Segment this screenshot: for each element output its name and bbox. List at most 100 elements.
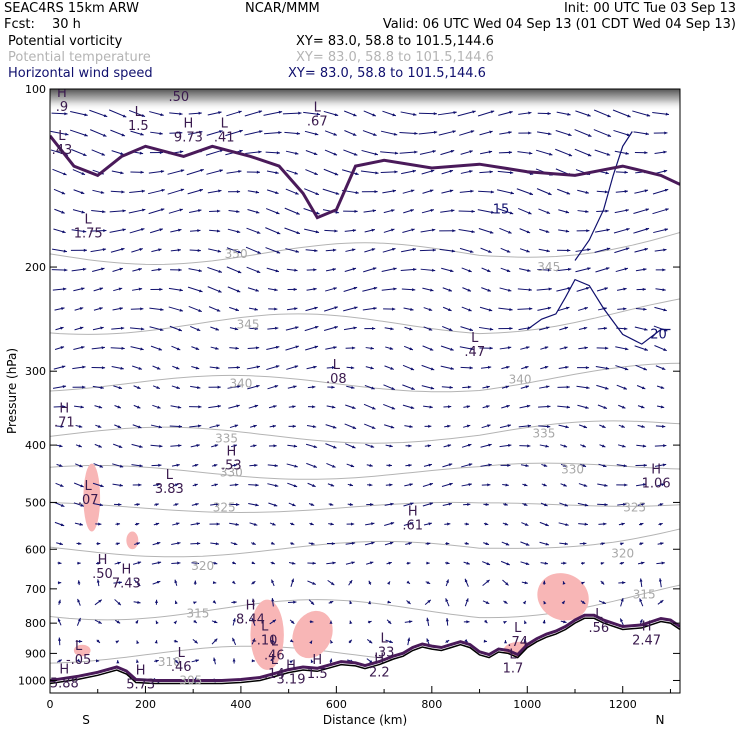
wind-vector-head [290, 541, 295, 545]
wind-vector-head [233, 444, 237, 448]
wind-vector-head [98, 620, 102, 624]
high-low-marker: L [509, 647, 517, 662]
wind-vector-head [371, 228, 375, 232]
wind-vector-head [389, 640, 393, 644]
wind-vectors [50, 109, 670, 684]
high-low-marker: L [58, 129, 66, 144]
wind-vector-head [251, 617, 255, 622]
wind-vector-head [116, 620, 121, 624]
wind-vector-head [430, 367, 435, 371]
wind-vector-head [57, 581, 62, 585]
wind-vector-head [200, 168, 204, 172]
wind-vector-head [414, 150, 418, 154]
wind-vector-head [292, 424, 296, 428]
theta-contour-line [50, 528, 680, 558]
wind-vector-head [79, 522, 83, 526]
field-xy-wind: XY= 83.0, 58.8 to 101.5,144.6 [288, 66, 486, 81]
wind-vector-head [603, 522, 607, 526]
wind-vector-head [314, 249, 318, 253]
wind-vector-head [61, 307, 65, 311]
wind-vector-head [313, 464, 317, 468]
wind-vector-head [660, 405, 665, 409]
wind-vector-head [467, 443, 472, 447]
wind-vector-head [314, 172, 318, 175]
wind-vector-head [58, 659, 62, 663]
wind-vector-head [313, 445, 318, 449]
wind-vector-head [313, 287, 317, 291]
wind-vector-head [659, 522, 663, 526]
high-low-marker: H [286, 658, 296, 673]
wind-vector-head [139, 151, 144, 155]
wind-vector-head [180, 188, 185, 192]
wind-vector-head [239, 149, 243, 153]
wind-vector-head [587, 153, 592, 157]
high-low-marker: L [135, 105, 143, 120]
wind-vector-head [122, 114, 127, 118]
wind-vector-head [251, 598, 255, 603]
wind-vector-head [350, 522, 355, 526]
wind-vector-head [251, 659, 255, 663]
pv-anomaly-region [83, 463, 101, 532]
wind-vector-head [489, 170, 493, 174]
wind-vector-head [312, 425, 317, 429]
wind-vector-head [119, 483, 123, 487]
wind-vector-head [294, 151, 299, 155]
wind-vector-head [547, 424, 551, 429]
wind-vector-head [218, 189, 222, 193]
wind-vector-head [352, 426, 357, 429]
wind-vector-head [639, 598, 643, 602]
high-low-value: 8.44 [236, 613, 265, 628]
wind-vector-head [312, 561, 316, 565]
wind-vector-head [296, 231, 300, 234]
wind-vector-head [372, 327, 376, 331]
wind-vector-head [333, 132, 337, 136]
wind-vector-head [426, 561, 430, 565]
wind-vector-head [450, 347, 454, 351]
wind-vector-head [195, 502, 199, 506]
wind-vector-head [391, 209, 395, 213]
wind-vector-head [253, 424, 257, 428]
wind-vector-head [216, 229, 221, 233]
wind-vector-head [449, 482, 453, 486]
wind-vector-head [294, 464, 298, 468]
wind-vector-head [293, 484, 298, 488]
wind-vector-head [315, 192, 319, 195]
wind-vector-head [544, 503, 548, 507]
wind-vector-head [467, 288, 472, 292]
wind-vector-head [639, 542, 644, 546]
wind-vector-head [371, 386, 375, 390]
wind-vector-head [214, 638, 218, 642]
wind-vector-head [508, 443, 512, 447]
high-low-marker: H [174, 76, 184, 91]
wind-vector-head [59, 542, 63, 546]
wind-vector-head [545, 444, 549, 448]
wind-vector-head [179, 150, 184, 154]
high-low-marker: H [226, 445, 236, 460]
pv-anomaly-region [126, 531, 139, 550]
wind-vector-head [139, 445, 143, 448]
wind-vector-head [178, 328, 182, 332]
theta-contour-line [50, 232, 680, 266]
wind-vector-head [408, 463, 412, 467]
wind-vector-head [116, 542, 120, 546]
wind-vector-head [586, 229, 590, 233]
wind-vector-head [663, 248, 667, 252]
wind-vector-head [294, 307, 298, 311]
wind-vector-head [349, 620, 353, 625]
wind-vector-head [195, 659, 199, 663]
wind-vector-head [452, 229, 456, 233]
wind-vector-head [662, 268, 666, 272]
wind-vector-head [621, 405, 626, 409]
wind-vector-head [663, 150, 667, 154]
high-low-value: .61 [402, 518, 423, 533]
theta-contour-label: 325 [623, 501, 646, 515]
wind-vector-head [217, 385, 221, 389]
wind-vector-head [567, 112, 571, 116]
y-tick-label: 800 [25, 617, 46, 630]
wind-vector-head [603, 307, 607, 311]
wind-vector-head [662, 424, 666, 428]
wind-vector-head [546, 326, 550, 330]
wind-vector-head [432, 150, 436, 153]
wind-vector-head [509, 307, 513, 311]
wind-vector-head [546, 249, 550, 253]
